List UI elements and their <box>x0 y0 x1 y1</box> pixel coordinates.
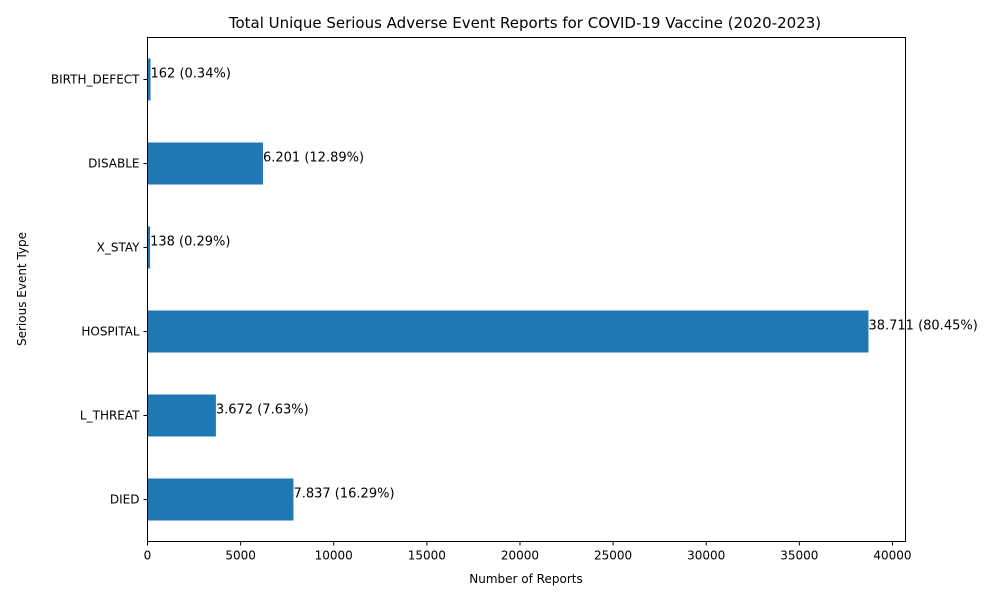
y-tick-label: DIED <box>110 493 140 507</box>
x-axis-ticks: 0 5000 10000 15000 20000 25000 30000 35000 40000 <box>144 541 912 563</box>
data-label-hospital: 38.711 (80.45%) <box>868 319 977 334</box>
data-label-l-threat: 3.672 (7.63%) <box>216 403 309 418</box>
x-axis-label: Number of Reports <box>469 572 582 586</box>
data-label-birth-defect: 162 (0.34%) <box>151 67 231 82</box>
bar-disable <box>147 142 263 185</box>
y-tick-label: DISABLE <box>88 157 139 171</box>
bar-hospital <box>147 310 869 353</box>
x-tick-label: 10000 <box>315 549 353 563</box>
bar-died <box>147 478 294 521</box>
bar-x-stay <box>147 226 151 269</box>
bar-birth-defect <box>147 58 151 101</box>
x-tick-label: 0 <box>144 549 152 563</box>
chart-title: Total Unique Serious Adverse Event Repor… <box>228 14 821 32</box>
y-tick-label: X_STAY <box>97 241 141 255</box>
y-tick-label: L_THREAT <box>80 409 140 423</box>
plot-frame <box>147 37 906 542</box>
y-tick-label: HOSPITAL <box>81 325 139 339</box>
bars-group: 7.837 (16.29%) 3.672 (7.63%) 38.711 (80.45… <box>147 58 978 521</box>
x-tick-label: 40000 <box>873 549 911 563</box>
y-tick-label: BIRTH_DEFECT <box>51 73 140 87</box>
x-tick-label: 35000 <box>780 549 818 563</box>
data-label-died: 7.837 (16.29%) <box>293 487 394 502</box>
bar-l-threat <box>147 394 216 437</box>
y-axis-label: Serious Event Type <box>15 232 29 346</box>
x-tick-label: 5000 <box>225 549 256 563</box>
y-axis-ticks: DIED L_THREAT HOSPITAL X_STAY DISABLE BIRTH_D… <box>51 73 148 507</box>
data-label-disable: 6.201 (12.89%) <box>263 151 364 166</box>
x-tick-label: 15000 <box>408 549 446 563</box>
x-tick-label: 30000 <box>687 549 725 563</box>
x-tick-label: 25000 <box>594 549 632 563</box>
data-label-x-stay: 138 (0.29%) <box>150 235 230 250</box>
x-tick-label: 20000 <box>501 549 539 563</box>
